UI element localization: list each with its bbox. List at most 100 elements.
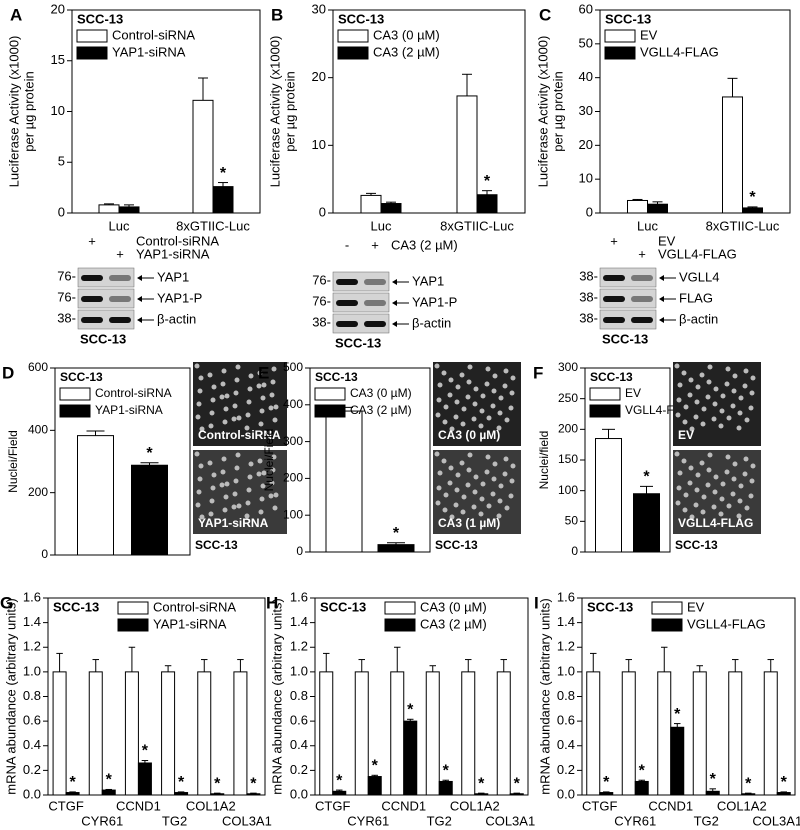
panel-letter: F: [533, 363, 543, 382]
cell-nucleus: [726, 415, 732, 421]
micrograph-label: CA3 (0 µM): [438, 428, 500, 442]
bar: [705, 790, 720, 796]
bar: [456, 95, 478, 214]
cell-nucleus: [222, 507, 228, 513]
cell-nucleus: [677, 470, 683, 476]
cell-nucleus: [491, 476, 497, 482]
cell-nucleus: [256, 383, 262, 389]
y-axis-label: Luciferase Activity (x1000): [535, 36, 550, 188]
bar: [595, 438, 622, 553]
cell-nucleus: [257, 370, 263, 376]
legend-swatch: [384, 601, 416, 615]
cell-nucleus: [260, 483, 266, 489]
cell-nucleus: [199, 514, 205, 520]
cell-nucleus: [441, 370, 447, 376]
cell-nucleus: [718, 423, 724, 429]
x-tick-label: CYR61: [81, 813, 123, 828]
cell-nucleus: [211, 384, 217, 390]
cell-nucleus: [461, 406, 467, 412]
y-tick-label: 400: [28, 423, 48, 437]
cell-nucleus: [498, 483, 504, 489]
blot-caption: SCC-13: [335, 335, 381, 350]
bar: [633, 493, 660, 553]
bar: [599, 792, 614, 796]
y-tick-label: 1.6: [290, 589, 308, 604]
cell-nucleus: [496, 425, 502, 431]
blot-strip: [599, 267, 657, 288]
cell-nucleus: [687, 480, 693, 486]
cell-nucleus: [737, 498, 743, 504]
cell-nucleus: [713, 474, 719, 480]
blot-marker: 38-: [579, 268, 598, 283]
cell-nucleus: [455, 472, 461, 478]
blot-arrowhead: [137, 275, 142, 281]
y-tick-label: 300: [283, 434, 303, 448]
blot-band: [81, 317, 103, 323]
cell-nucleus: [270, 379, 276, 385]
bar: [52, 671, 67, 796]
cell-nucleus: [737, 410, 743, 416]
cell-nucleus: [498, 395, 504, 401]
blot-band: [109, 296, 131, 302]
panel-letter: I: [534, 593, 539, 612]
cell-nucleus: [731, 388, 737, 394]
cell-nucleus: [687, 392, 693, 398]
cell-nucleus: [736, 425, 742, 431]
cell-nucleus: [732, 373, 738, 379]
legend-title: SCC-13: [77, 11, 123, 26]
y-tick-label: 1.4: [557, 614, 575, 629]
bar: [124, 671, 139, 796]
cell-nucleus: [466, 467, 472, 473]
micrograph-label: EV: [678, 428, 694, 442]
y-tick-label: 0.2: [23, 762, 41, 777]
legend-title: SCC-13: [605, 11, 651, 26]
cell-nucleus: [478, 423, 484, 429]
cell-nucleus: [261, 382, 267, 388]
y-tick-label: 0.6: [290, 713, 308, 728]
cell-nucleus: [693, 414, 699, 420]
cell-nucleus: [208, 511, 214, 517]
cell-nucleus: [504, 505, 510, 511]
cell-nucleus: [455, 384, 461, 390]
bar: [627, 199, 648, 214]
x-tick-label: CTGF: [48, 798, 83, 813]
blot-arrowhead: [392, 279, 397, 285]
cell-nucleus: [695, 472, 701, 478]
panel-letter: A: [10, 5, 22, 24]
x-tick-label: COL3A1: [485, 813, 535, 828]
y-tick-label: 200: [283, 471, 303, 485]
bar: [380, 203, 402, 214]
y-tick-label: 1.4: [23, 614, 41, 629]
y-tick-label: 100: [283, 507, 303, 521]
y-tick-label: 10: [312, 137, 326, 152]
cell-nucleus: [484, 469, 490, 475]
x-tick-label: CYR61: [614, 813, 656, 828]
y-axis-label: Luciferase Activity (x1000): [6, 36, 21, 188]
cell-nucleus: [694, 399, 700, 405]
cell-nucleus: [442, 419, 448, 425]
cell-nucleus: [688, 465, 694, 471]
significance-mark: *: [393, 525, 400, 542]
x-tick-label: TG2: [694, 813, 719, 828]
bar: [474, 793, 489, 796]
lane-sign: +: [116, 246, 124, 261]
y-tick-label: 0.8: [290, 688, 308, 703]
significance-mark: *: [514, 775, 521, 792]
cell-nucleus: [258, 421, 264, 427]
significance-mark: *: [643, 469, 650, 486]
cell-nucleus: [509, 478, 515, 484]
cell-nucleus: [508, 405, 514, 411]
cell-nucleus: [256, 471, 262, 477]
legend-swatch: [604, 29, 636, 43]
micrograph-caption: SCC-13: [675, 538, 718, 552]
y-tick-label: 0: [41, 547, 48, 561]
y-tick-label: 20: [579, 137, 593, 152]
y-tick-label: 0.2: [290, 762, 308, 777]
cell-nucleus: [220, 381, 226, 387]
significance-mark: *: [443, 762, 450, 779]
cell-nucleus: [436, 485, 442, 491]
x-tick-label: Luc: [371, 218, 392, 233]
cell-nucleus: [465, 394, 471, 400]
cell-nucleus: [222, 419, 228, 425]
